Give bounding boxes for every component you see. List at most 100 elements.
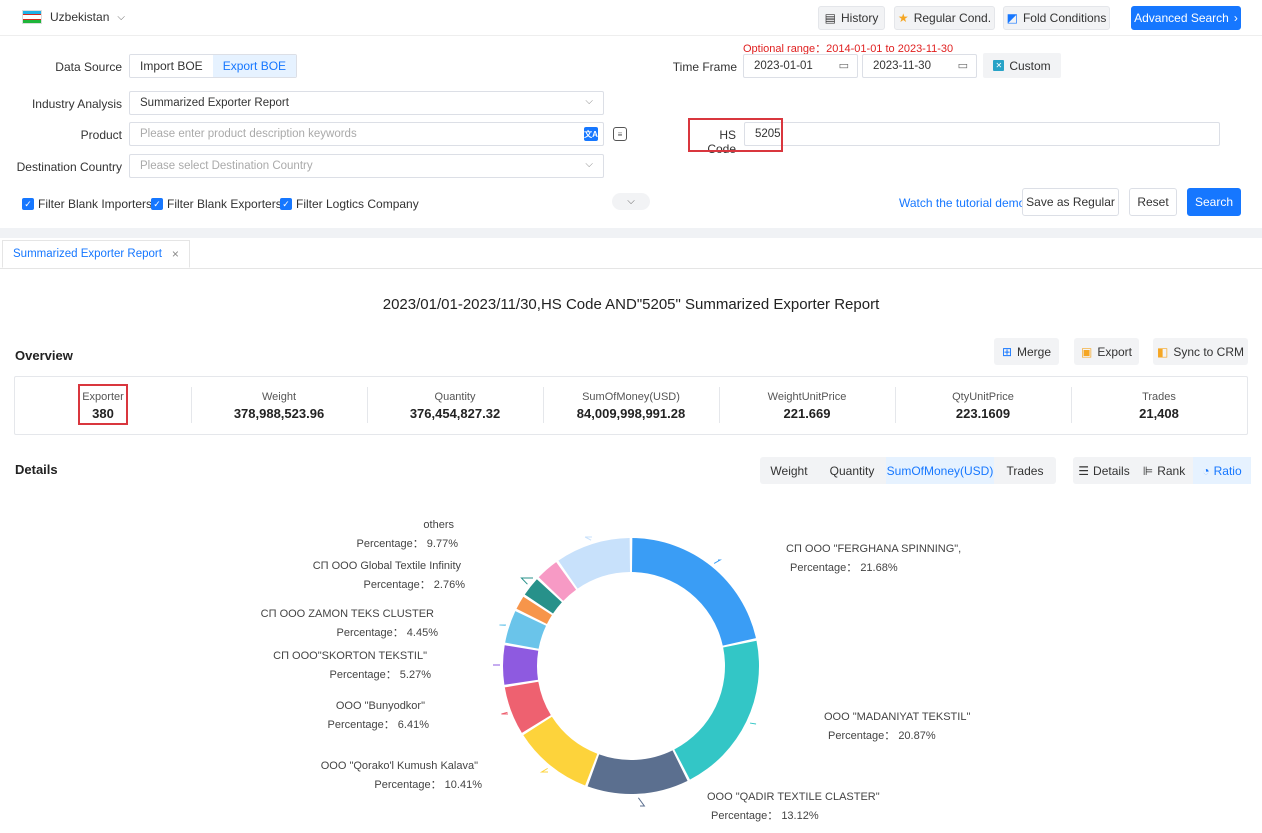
export-button[interactable]: ▣ Export [1074, 338, 1139, 365]
stat-value: 223.1609 [955, 405, 1011, 421]
stat-sum-of-money: SumOfMoney(USD) 84,009,998,991.28 [543, 377, 719, 434]
date-from-input[interactable]: 2023-01-01 ▭ [743, 54, 858, 78]
date-from-value: 2023-01-01 [754, 60, 813, 72]
product-label: Product [80, 128, 122, 142]
view-details-label: Details [1093, 463, 1130, 478]
country-selector[interactable]: Uzbekistan ⌵ [22, 10, 125, 24]
tutorial-link[interactable]: Watch the tutorial demo [899, 196, 1026, 210]
export-label: Export [1097, 344, 1133, 359]
metric-quantity[interactable]: Quantity [829, 463, 875, 478]
export-boe-option[interactable]: Export BOE [212, 55, 297, 77]
report-title: 2023/01/01-2023/11/30,HS Code AND"5205" … [382, 296, 880, 313]
stat-value: 378,988,523.96 [233, 405, 325, 421]
view-toggle: ☰ Details ⊫ Rank ◔ Ratio [1073, 457, 1251, 484]
destination-country-label: Destination Country [16, 160, 122, 174]
calendar-icon: ▭ [838, 60, 849, 72]
custom-label: Custom [1009, 58, 1051, 73]
fold-icon: ◩ [1006, 11, 1018, 25]
date-to-input[interactable]: 2023-11-30 ▭ [862, 54, 977, 78]
ratio-icon: ◔ [1202, 463, 1210, 478]
tab-summarized-exporter-report[interactable]: Summarized Exporter Report × [2, 240, 190, 268]
destination-country-select[interactable]: Please select Destination Country ⌵ [129, 154, 604, 178]
filter-blank-importers-label: Filter Blank Importers [38, 197, 153, 211]
chevron-right-icon: › [1233, 11, 1238, 25]
view-details[interactable]: ☰ Details [1073, 457, 1135, 484]
metric-sum-of-money[interactable]: SumOfMoney(USD) [886, 457, 994, 484]
stat-value: 380 [92, 405, 114, 421]
history-label: History [841, 11, 879, 25]
chevron-down-icon: ⌵ [117, 11, 125, 23]
destination-placeholder: Please select Destination Country [140, 160, 313, 172]
hs-code-value: 5205 [755, 128, 781, 140]
search-button[interactable]: Search [1187, 188, 1241, 216]
industry-analysis-label: Industry Analysis [31, 97, 122, 111]
stat-value: 21,408 [1139, 405, 1179, 421]
stat-key: WeightUnitPrice [767, 390, 847, 403]
hs-code-label: HS Code [707, 128, 736, 156]
checkmark-icon: ✓ [151, 198, 163, 210]
tab-label: Summarized Exporter Report [13, 248, 162, 260]
custom-icon: ✕ [993, 60, 1005, 71]
save-as-regular-button[interactable]: Save as Regular [1022, 188, 1119, 216]
hs-code-input[interactable]: 5205 [744, 122, 1220, 146]
expand-filters-button[interactable]: ⌵ [612, 193, 650, 210]
import-boe-option[interactable]: Import BOE [130, 55, 213, 77]
industry-analysis-select[interactable]: Summarized Exporter Report ⌵ [129, 91, 604, 115]
overview-title: Overview [15, 348, 73, 363]
filter-logistics-checkbox[interactable]: ✓ Filter Logtics Company [280, 197, 419, 211]
report-area: Summarized Exporter Report × 2023/01/01-… [0, 238, 1262, 833]
time-frame-label: Time Frame [672, 60, 737, 74]
filter-blank-exporters-label: Filter Blank Exporters [167, 197, 282, 211]
industry-analysis-value: Summarized Exporter Report [140, 97, 289, 109]
metric-weight[interactable]: Weight [770, 463, 808, 478]
table-icon: ☰ [1078, 463, 1090, 478]
filter-blank-exporters-checkbox[interactable]: ✓ Filter Blank Exporters [151, 197, 282, 211]
translate-icon[interactable]: 文A [584, 127, 598, 141]
top-bar: Uzbekistan ⌵ ▤ History ★ Regular Cond. ◩… [0, 0, 1262, 36]
product-placeholder: Please enter product description keyword… [140, 128, 357, 140]
date-to-value: 2023-11-30 [873, 60, 931, 72]
metric-trades[interactable]: Trades [1006, 463, 1044, 478]
stat-quantity: Quantity 376,454,827.32 [367, 377, 543, 434]
export-icon: ▣ [1080, 344, 1093, 359]
filter-blank-importers-checkbox[interactable]: ✓ Filter Blank Importers [22, 197, 152, 211]
reset-button[interactable]: Reset [1129, 188, 1177, 216]
history-button[interactable]: ▤ History [818, 6, 885, 30]
country-name: Uzbekistan [50, 10, 110, 24]
uzbekistan-flag-icon [22, 10, 42, 24]
metric-toggle: Weight Quantity SumOfMoney(USD) Trades [760, 457, 1056, 484]
stat-value: 84,009,998,991.28 [576, 405, 686, 421]
stat-key: Exporter [82, 390, 124, 403]
stat-key: Trades [1142, 390, 1176, 403]
exporter-highlight [78, 384, 128, 425]
details-title: Details [15, 462, 58, 477]
regular-cond-label: Regular Cond. [913, 11, 992, 25]
view-rank[interactable]: ⊫ Rank [1135, 457, 1193, 484]
data-source-toggle: Import BOE Export BOE [129, 54, 298, 78]
sync-label: Sync to CRM [1173, 344, 1245, 359]
filter-logistics-label: Filter Logtics Company [296, 197, 419, 211]
sync-crm-button[interactable]: ◧ Sync to CRM [1153, 338, 1248, 365]
regular-cond-button[interactable]: ★ Regular Cond. [894, 6, 995, 30]
stat-key: SumOfMoney(USD) [582, 390, 680, 403]
stat-key: QtyUnitPrice [952, 390, 1014, 403]
view-ratio[interactable]: ◔ Ratio [1193, 457, 1251, 484]
calendar-icon: ▭ [957, 60, 968, 72]
product-input[interactable]: Please enter product description keyword… [129, 122, 604, 146]
chevron-down-icon: ⌵ [585, 159, 593, 170]
fold-conditions-label: Fold Conditions [1022, 11, 1107, 25]
chevron-down-icon: ⌵ [627, 196, 635, 207]
merge-button[interactable]: ⊞ Merge [994, 338, 1059, 365]
close-icon[interactable]: × [171, 247, 179, 261]
sync-icon: ◧ [1156, 344, 1169, 359]
view-ratio-label: Ratio [1213, 463, 1242, 478]
product-list-icon[interactable]: ≡ [613, 127, 627, 141]
view-rank-label: Rank [1157, 463, 1186, 478]
stat-weight: Weight 378,988,523.96 [191, 377, 367, 434]
stat-key: Quantity [434, 390, 476, 403]
advanced-search-button[interactable]: Advanced Search › [1131, 6, 1241, 30]
stat-key: Weight [261, 390, 297, 403]
stat-trades: Trades 21,408 [1071, 377, 1247, 434]
custom-button[interactable]: ✕ Custom [983, 53, 1061, 78]
fold-conditions-button[interactable]: ◩ Fold Conditions [1003, 6, 1110, 30]
